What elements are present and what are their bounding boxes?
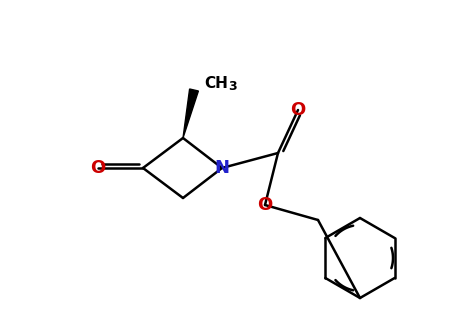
Polygon shape [183, 89, 199, 138]
Text: O: O [257, 196, 273, 214]
Text: 3: 3 [228, 81, 237, 94]
Text: O: O [291, 101, 306, 119]
Text: CH: CH [204, 76, 228, 90]
Text: N: N [215, 159, 229, 177]
Text: O: O [91, 159, 106, 177]
